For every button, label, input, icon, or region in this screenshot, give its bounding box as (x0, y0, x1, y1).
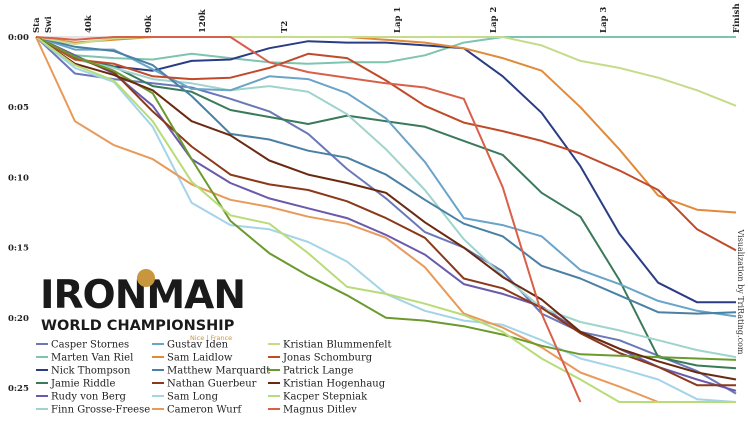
legend-label: Kristian Blummenfelt (283, 340, 392, 351)
legend-label: Kacper Stepniak (283, 392, 368, 403)
legend-label: Matthew Marquardt (167, 366, 270, 377)
legend: Casper Stornes Marten Van Riel Nick Thomps… (36, 340, 392, 416)
credit-text: Visualization by TriRating.com (736, 229, 745, 355)
series-line (35, 36, 737, 395)
x-tick-label: Lap 2 (489, 7, 499, 33)
series-line (35, 36, 737, 359)
y-tick-label: 0:10 (8, 173, 29, 183)
x-tick-label: Swi (44, 16, 54, 33)
series-line (35, 36, 736, 403)
x-tick-label: Sta (32, 17, 42, 33)
legend-label: Kristian Hogenhaug (283, 379, 386, 390)
x-tick-label: T2 (280, 21, 290, 33)
x-tick-label: 120k (198, 8, 208, 33)
series-lines (35, 36, 737, 403)
logo-subtitle: WORLD CHAMPIONSHIP (41, 318, 235, 334)
y-tick-label: 0:20 (8, 314, 29, 324)
legend-label: Magnus Ditlev (283, 405, 357, 416)
y-axis: 0:00 0:05 0:10 0:15 0:20 0:25 (8, 33, 29, 394)
series-line (35, 36, 582, 403)
legend-label: Rudy von Berg (51, 392, 127, 403)
series-line (35, 36, 736, 387)
legend-label: Gustav Iden (167, 340, 229, 351)
legend-label: Patrick Lange (283, 366, 354, 377)
legend-label: Finn Grosse-Freese (51, 405, 150, 416)
logo-location: Nice | France (190, 334, 232, 342)
legend-label: Jonas Schomburg (282, 353, 373, 364)
series-line (35, 36, 737, 252)
legend-label: Nick Thompson (51, 366, 131, 377)
x-axis: Sta Swi 40k 90k 120k T2 Lap 1 Lap 2 Lap 3 Finish (32, 3, 742, 38)
series-line (35, 36, 737, 361)
legend-label: Sam Laidlow (167, 353, 233, 364)
legend-label: Nathan Guerbeur (167, 379, 257, 390)
legend-label: Marten Van Riel (51, 353, 133, 364)
series-line (35, 36, 737, 318)
x-tick-label: 90k (144, 14, 154, 33)
series-line (35, 36, 736, 403)
series-line (35, 36, 737, 315)
logo-sun-icon (137, 269, 155, 287)
ironman-logo: IRONMAN WORLD CHAMPIONSHIP Nice | France (40, 269, 246, 342)
y-tick-label: 0:15 (8, 244, 29, 254)
series-line (35, 36, 737, 370)
legend-label: Casper Stornes (51, 340, 129, 351)
x-tick-label: Finish (732, 3, 742, 33)
y-tick-label: 0:00 (8, 33, 29, 43)
legend-label: Jamie Riddle (50, 379, 115, 390)
legend-label: Sam Long (167, 392, 219, 403)
series-line (35, 36, 736, 65)
legend-label: Cameron Wurf (167, 405, 243, 416)
y-tick-label: 0:05 (8, 103, 29, 113)
series-line (35, 36, 736, 304)
series-line (35, 36, 737, 392)
x-tick-label: 40k (84, 14, 94, 33)
y-tick-label: 0:25 (8, 384, 29, 394)
x-tick-label: Lap 3 (599, 7, 609, 33)
series-line (35, 36, 737, 381)
x-tick-label: Lap 1 (393, 7, 403, 33)
